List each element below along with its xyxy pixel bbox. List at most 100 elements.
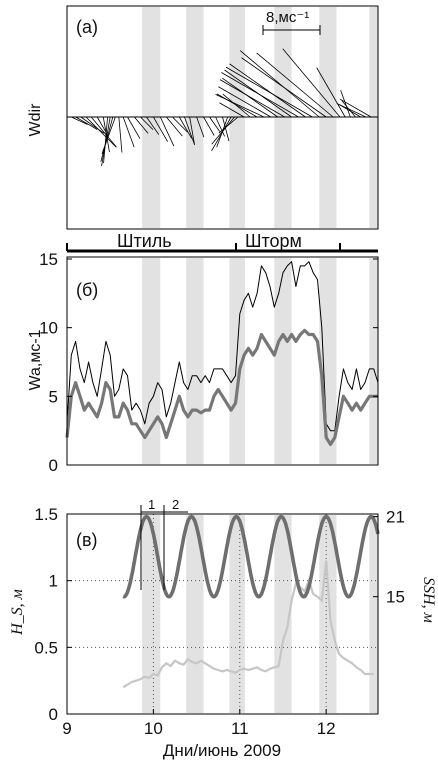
- wind-stick: [90, 116, 117, 148]
- panel-a-frame: [66, 5, 379, 230]
- xtick-label: 10: [144, 719, 163, 738]
- wind-stick: [172, 116, 188, 133]
- wind-stick: [218, 116, 239, 134]
- cycle-markers: 1 2: [140, 497, 188, 590]
- night-band: [319, 258, 337, 464]
- panel-c-series: [122, 514, 380, 689]
- wind-stick: [215, 94, 265, 118]
- panel-c-grid: [67, 513, 378, 714]
- wind-stick: [146, 116, 160, 135]
- wind-stick: [184, 116, 195, 144]
- wind-stick: [241, 57, 327, 118]
- ytick-label: 15: [39, 250, 58, 269]
- wind-stick: [340, 90, 351, 118]
- wind-stick: [80, 116, 105, 134]
- night-band: [369, 258, 378, 464]
- panel-a-label: (а): [76, 17, 98, 37]
- panel-b-shading: [142, 258, 378, 464]
- wind-stick: [316, 67, 346, 118]
- ytick-label: 0.5: [34, 638, 58, 657]
- wind-stick: [127, 116, 141, 139]
- ytick-label: 5: [49, 387, 58, 406]
- wave-height-line: [122, 560, 374, 689]
- wind-stick: [100, 116, 114, 162]
- night-band: [186, 258, 204, 464]
- night-band: [142, 258, 161, 464]
- xtick-label: 12: [317, 719, 336, 738]
- panel-c-ylabel-right: SSH, м: [420, 577, 437, 623]
- wind-stick: [71, 116, 88, 125]
- wind-stick: [211, 116, 235, 145]
- right-ytick-label: 15: [386, 588, 405, 607]
- wind-stick: [134, 116, 149, 134]
- phase-label-storm: Шторм: [245, 231, 302, 251]
- panel-b-ylabel: Wa,мс-1: [27, 329, 44, 390]
- wind-stick: [140, 116, 154, 130]
- wind-speed-mean-line: [65, 328, 378, 446]
- panel-c-xlabel: Дни/июнь 2009: [163, 741, 281, 760]
- wind-stick: [219, 102, 245, 118]
- cycle-label-2: 2: [172, 497, 179, 512]
- ssh-line: [122, 514, 380, 599]
- panel-c-frame: [66, 513, 379, 715]
- wind-stick: [166, 116, 183, 137]
- night-band: [274, 258, 292, 464]
- wind-stick: [189, 116, 196, 146]
- wind-stick: [222, 77, 279, 118]
- wind-stick: [282, 48, 341, 118]
- panel-c-label: (в): [76, 530, 98, 550]
- phase-bar: Штиль Шторм: [66, 231, 378, 253]
- wind-stick: [218, 86, 272, 118]
- panel-c-yticks: 0 0.5 1 1.5: [34, 505, 72, 724]
- wind-stick: [340, 98, 372, 118]
- night-band: [186, 515, 204, 713]
- wind-direction-sticks: [71, 48, 372, 167]
- night-band: [142, 515, 161, 713]
- ytick-label: 0: [49, 705, 58, 724]
- panel-b: (б) 0 5 10 15 Wa,мс-1: [27, 250, 379, 475]
- panel-c-shading: [142, 515, 378, 713]
- wind-stick: [215, 116, 225, 137]
- wind-stick: [75, 116, 98, 130]
- wind-stick: [216, 93, 258, 118]
- wind-stick: [203, 116, 215, 136]
- night-band: [319, 515, 337, 713]
- wind-stick: [222, 116, 230, 142]
- wind-stick: [118, 116, 123, 153]
- wind-stick: [256, 52, 334, 118]
- wind-stick: [101, 116, 116, 154]
- xtick-label: 9: [62, 719, 71, 738]
- wind-stick: [103, 116, 109, 164]
- ytick-label: 10: [39, 319, 58, 338]
- wind-stick: [229, 63, 306, 118]
- wind-stick: [122, 116, 135, 148]
- wind-stick: [196, 116, 205, 138]
- wind-stick: [221, 72, 299, 118]
- wind-stick: [225, 66, 313, 118]
- cycle-label-1: 1: [148, 497, 155, 512]
- ytick-label: 1.5: [34, 505, 58, 524]
- phase-label-calm: Штиль: [117, 231, 172, 251]
- panel-b-frame: [66, 256, 379, 466]
- panel-b-label: (б): [76, 280, 98, 300]
- panel-a: (а) 8,мс⁻¹ Wdir: [27, 5, 379, 230]
- ytick-label: 0: [49, 456, 58, 475]
- right-ytick-label: 21: [386, 508, 405, 527]
- night-band: [369, 515, 378, 713]
- panel-b-series: [65, 261, 379, 446]
- wind-stick: [153, 116, 168, 142]
- wind-stick: [159, 116, 175, 147]
- wind-stick: [211, 116, 232, 152]
- wind-stick: [85, 116, 117, 148]
- wind-stick: [239, 50, 320, 118]
- panel-a-ylabel: Wdir: [27, 103, 44, 137]
- wind-stick: [209, 116, 221, 132]
- xtick-label: 11: [231, 719, 249, 738]
- wind-stick: [336, 103, 367, 118]
- ytick-label: 1: [49, 572, 58, 591]
- scale-bar: 8,мс⁻¹: [262, 9, 321, 35]
- wind-stick: [219, 79, 285, 118]
